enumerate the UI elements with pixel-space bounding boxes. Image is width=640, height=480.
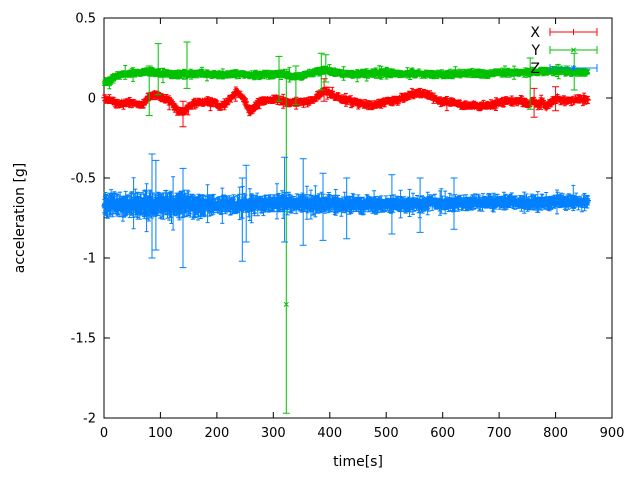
x-tick-label: 0 bbox=[100, 426, 108, 441]
x-tick-label: 500 bbox=[374, 426, 399, 441]
x-tick-label: 700 bbox=[487, 426, 512, 441]
x-tick-label: 800 bbox=[543, 426, 568, 441]
x-tick-label: 100 bbox=[148, 426, 173, 441]
series-x-markers bbox=[101, 86, 591, 117]
y-tick-label: -0.5 bbox=[71, 172, 96, 187]
legend-sample-x bbox=[549, 28, 598, 36]
legend-sample-z bbox=[549, 64, 598, 72]
y-axis-title: acceleration [g] bbox=[12, 163, 28, 274]
y-tick-label: -1.5 bbox=[71, 332, 96, 347]
y-tick-label: -2 bbox=[83, 412, 96, 427]
plot-border bbox=[103, 17, 613, 419]
legend-sample-y bbox=[549, 46, 598, 54]
x-tick-label: 300 bbox=[261, 426, 286, 441]
legend-label-z-series: Z bbox=[530, 61, 540, 77]
y-tick-label: 0 bbox=[88, 92, 96, 107]
x-tick-label: 600 bbox=[430, 426, 455, 441]
series-y-markers bbox=[101, 65, 591, 307]
x-tick-label: 200 bbox=[204, 426, 229, 441]
series-z-errorbars bbox=[102, 153, 590, 269]
legend-label-y-series: Y bbox=[530, 43, 540, 59]
axis-tick-marks bbox=[103, 17, 613, 419]
x-tick-label: 400 bbox=[317, 426, 342, 441]
y-tick-label: 0.5 bbox=[75, 12, 96, 27]
series-z-markers bbox=[101, 195, 591, 213]
legend-label-x-series: X bbox=[530, 25, 540, 41]
x-axis-title: time[s] bbox=[333, 454, 383, 470]
plot-render-layer: 0 100 200 300 400 500 600 700 800 900 0.5 0 -0.5 -1 -1… bbox=[71, 12, 625, 442]
x-tick-label: 900 bbox=[600, 426, 625, 441]
legend-samples-layer bbox=[549, 28, 598, 72]
y-tick-label: -1 bbox=[83, 252, 96, 267]
